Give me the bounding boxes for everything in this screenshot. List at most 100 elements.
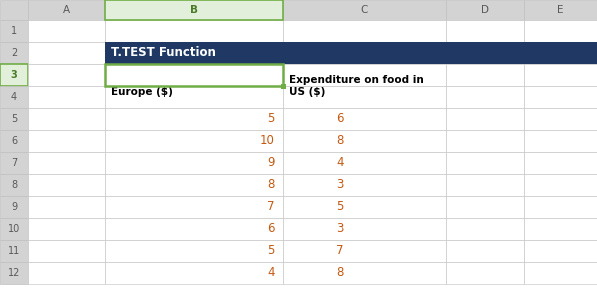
Bar [105,130,283,152]
Bar [446,262,524,284]
Text: B: B [190,5,198,15]
Bar [28,64,105,86]
Bar [105,218,283,240]
Text: 7: 7 [267,201,275,213]
Text: 6: 6 [336,113,344,125]
Bar [105,240,283,262]
Bar [0,174,28,196]
Bar [446,20,524,42]
Text: T.TEST Function: T.TEST Function [111,46,216,60]
Bar [524,130,597,152]
Bar [283,86,446,108]
Bar [283,196,446,218]
Bar [446,174,524,196]
Text: A: A [63,5,70,15]
Bar [446,86,524,108]
Bar [283,20,446,42]
Bar [28,196,105,218]
Bar [446,218,524,240]
Bar [283,108,446,130]
Bar [105,196,283,218]
Bar [283,0,446,20]
Bar [283,152,446,174]
Bar [524,174,597,196]
Bar [0,240,28,262]
Bar [281,83,285,89]
Text: 6: 6 [267,223,275,235]
Bar [105,262,283,284]
Bar [283,130,446,152]
Text: 2: 2 [11,48,17,58]
Bar [524,240,597,262]
Text: D: D [481,5,489,15]
Text: 11: 11 [8,246,20,256]
Bar [524,0,597,20]
Bar [524,196,597,218]
Bar [28,152,105,174]
Bar [446,64,524,86]
Text: E: E [557,5,564,15]
Bar [28,42,105,64]
Text: 12: 12 [8,268,20,278]
Bar [0,20,28,42]
Bar [446,130,524,152]
Bar [283,240,446,262]
Text: 8: 8 [336,134,344,148]
Text: 4: 4 [11,92,17,102]
Text: 4: 4 [336,156,344,170]
Text: Expenditure on food in
US ($): Expenditure on food in US ($) [289,75,424,97]
Text: 10: 10 [8,224,20,234]
Text: 7: 7 [11,158,17,168]
Bar [0,262,28,284]
Text: 6: 6 [11,136,17,146]
Text: 4: 4 [267,266,275,280]
Bar [446,240,524,262]
Text: 5: 5 [267,113,275,125]
Bar [524,218,597,240]
Bar [283,174,446,196]
Bar [28,240,105,262]
Bar [446,196,524,218]
Bar [28,108,105,130]
Text: 3: 3 [336,179,344,192]
Bar [28,0,105,20]
Bar [524,152,597,174]
Bar [105,42,283,64]
Bar [524,42,597,64]
Bar [105,152,283,174]
Bar [446,42,524,64]
Bar [0,0,28,20]
Bar [446,108,524,130]
Bar [446,152,524,174]
Bar [105,20,283,42]
Bar [28,20,105,42]
Bar [105,64,283,86]
Text: 10: 10 [260,134,275,148]
Bar [524,262,597,284]
Bar [0,196,28,218]
Bar [28,130,105,152]
Bar [524,86,597,108]
Text: 5: 5 [336,201,344,213]
Bar [283,42,446,64]
Text: 9: 9 [267,156,275,170]
Bar [28,174,105,196]
Text: 7: 7 [336,244,344,257]
Bar [524,64,597,86]
Bar [105,108,283,130]
Bar [105,64,283,86]
Bar [446,0,524,20]
Bar [283,64,446,86]
Text: 8: 8 [267,179,275,192]
Text: 3: 3 [336,223,344,235]
Text: 1: 1 [11,26,17,36]
Bar [0,42,28,64]
Bar [524,20,597,42]
Text: 5: 5 [11,114,17,124]
Bar [0,108,28,130]
Bar [524,108,597,130]
Bar [28,86,105,108]
Bar [0,86,28,108]
Text: 9: 9 [11,202,17,212]
Bar [105,86,283,108]
